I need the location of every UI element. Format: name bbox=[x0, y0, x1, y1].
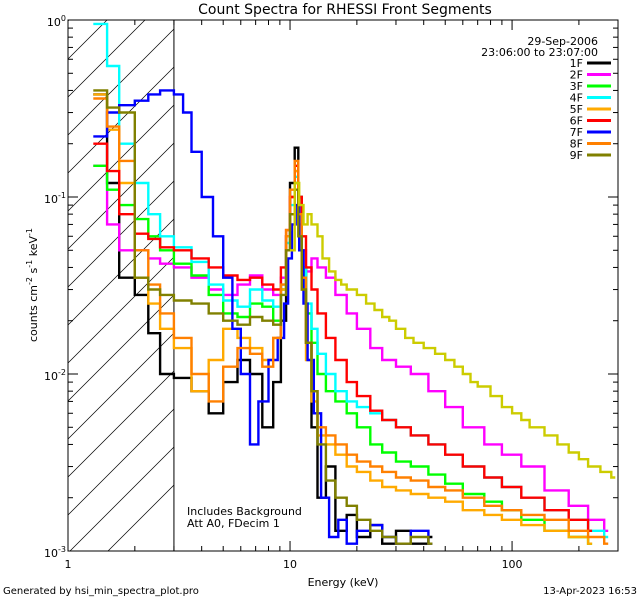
y-tick-label: 10-1 bbox=[44, 191, 66, 206]
series-2f bbox=[93, 164, 609, 532]
hatch-line bbox=[68, 408, 174, 516]
hatch-line bbox=[107, 484, 174, 551]
series-7f bbox=[93, 89, 433, 545]
footer-timestamp: 13-Apr-2023 16:53 bbox=[543, 586, 637, 597]
legend-label-2f: 2F bbox=[570, 69, 583, 82]
x-tick-label: 1 bbox=[65, 558, 72, 571]
hatch-line bbox=[68, 142, 174, 250]
hatch-line bbox=[68, 332, 174, 440]
legend-label-6f: 6F bbox=[570, 115, 583, 128]
legend-label-8f: 8F bbox=[570, 138, 583, 151]
footer-generator: Generated by hsi_min_spectra_plot.pro bbox=[3, 586, 199, 597]
legend-label-9f: 9F bbox=[570, 149, 583, 162]
plot-frame bbox=[67, 19, 619, 552]
x-axis-label: Energy (keV) bbox=[308, 576, 379, 589]
chart-title: Count Spectra for RHESSI Front Segments bbox=[198, 2, 492, 18]
series-9f bbox=[93, 89, 433, 545]
series-6f bbox=[93, 142, 593, 532]
y-axis-label: counts cm-2 s-1 keV-1 bbox=[25, 228, 40, 342]
hatch-line bbox=[68, 370, 174, 478]
legend-label-4f: 4F bbox=[570, 92, 583, 105]
legend-label-7f: 7F bbox=[570, 126, 583, 139]
date-text: 29-Sep-2006 bbox=[527, 35, 598, 48]
legend-label-3f: 3F bbox=[570, 80, 583, 93]
hatch-line bbox=[69, 446, 174, 551]
hatch-line bbox=[68, 28, 174, 136]
hatch-line bbox=[68, 218, 174, 326]
legend-label-5f: 5F bbox=[570, 103, 583, 116]
axis-ticks bbox=[67, 19, 619, 552]
annotation-background: Includes Background bbox=[187, 505, 302, 518]
x-tick-label: 10 bbox=[283, 558, 297, 571]
annotation-attenuator: Att A0, FDecim 1 bbox=[187, 517, 280, 530]
series-extra-9 bbox=[290, 181, 616, 479]
x-tick-labels: 1 10 100 bbox=[65, 558, 523, 571]
hatch-line bbox=[68, 180, 174, 288]
series-5f bbox=[93, 93, 593, 545]
y-tick-label: 10-3 bbox=[44, 545, 66, 560]
shaded-region bbox=[68, 20, 175, 551]
y-tick-label: 10-2 bbox=[44, 368, 66, 383]
hatch-line bbox=[68, 256, 174, 364]
y-tick-labels: 100 10-1 10-2 10-3 bbox=[44, 14, 66, 560]
hatch-line bbox=[68, 104, 174, 212]
hatch-line bbox=[68, 66, 174, 174]
time-range-text: 23:06:00 to 23:07:00 bbox=[481, 46, 598, 59]
series-8f bbox=[93, 97, 609, 545]
series-4f bbox=[93, 22, 609, 539]
series-group bbox=[93, 22, 616, 545]
legend-label-1f: 1F bbox=[570, 57, 583, 70]
y-tick-label: 100 bbox=[47, 14, 66, 29]
hatch-line bbox=[68, 294, 174, 402]
x-tick-label: 100 bbox=[502, 558, 523, 571]
